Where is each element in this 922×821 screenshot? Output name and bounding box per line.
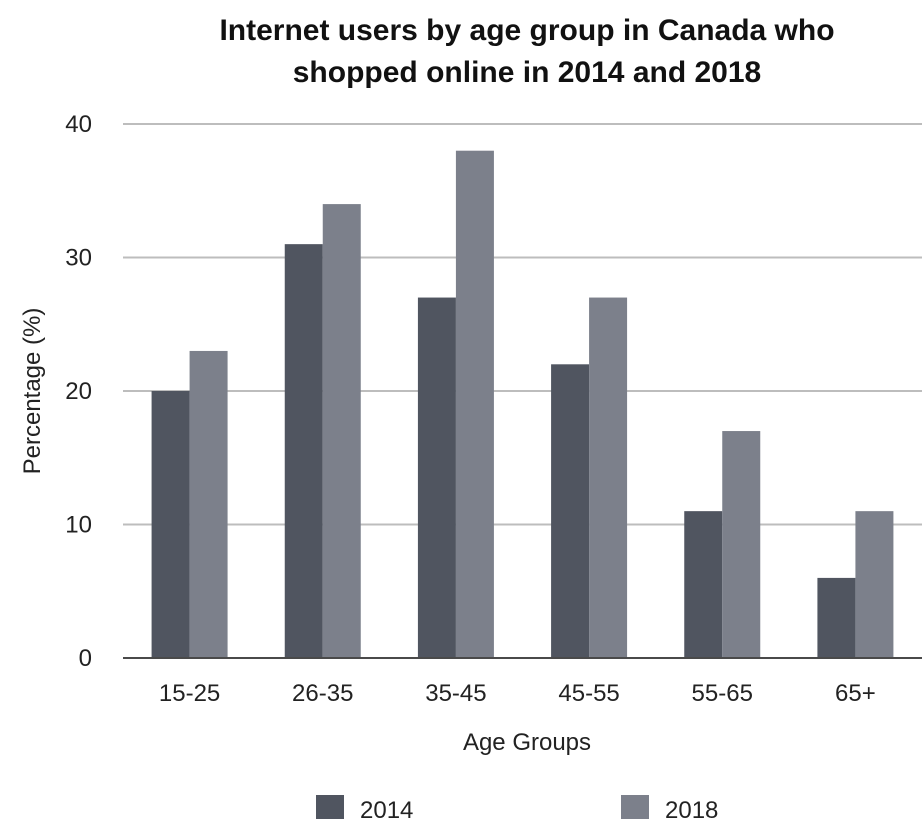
bars xyxy=(151,150,894,658)
y-tick-label: 10 xyxy=(65,512,92,539)
legend: 2014 2018 xyxy=(316,795,718,821)
bar-2014-15-25 xyxy=(151,391,190,658)
bar-2018-26-35 xyxy=(322,204,361,658)
x-tick-label: 55-65 xyxy=(692,680,753,707)
bar-2018-35-45 xyxy=(455,150,494,658)
legend-item-2014: 2014 xyxy=(316,795,413,821)
chart-title: Internet users by age group in Canada wh… xyxy=(219,14,834,89)
bar-2018-45-55 xyxy=(589,297,628,658)
legend-swatch xyxy=(621,795,649,819)
gridlines xyxy=(123,123,922,526)
bar-2018-65+ xyxy=(855,511,894,658)
legend-item-2018: 2018 xyxy=(621,795,718,821)
chart-title-line-2: shopped online in 2014 and 2018 xyxy=(293,56,761,89)
y-tick-label: 40 xyxy=(65,111,92,138)
y-tick-label: 20 xyxy=(65,378,92,405)
y-axis-title: Percentage (%) xyxy=(19,308,46,475)
legend-label: 2018 xyxy=(665,797,718,821)
x-tick-label: 65+ xyxy=(835,680,876,707)
x-tick-label: 35-45 xyxy=(425,680,486,707)
bar-2018-15-25 xyxy=(189,350,228,658)
chart-title-line-1: Internet users by age group in Canada wh… xyxy=(219,14,834,47)
legend-label: 2014 xyxy=(360,797,413,821)
bar-2014-26-35 xyxy=(284,244,323,658)
bar-2014-45-55 xyxy=(551,364,590,658)
x-axis-title: Age Groups xyxy=(463,729,591,756)
bar-2014-35-45 xyxy=(417,297,456,658)
y-tick-label: 0 xyxy=(79,645,92,672)
legend-swatch xyxy=(316,795,344,819)
x-tick-label: 15-25 xyxy=(159,680,220,707)
x-tick-label: 45-55 xyxy=(558,680,619,707)
bar-2014-65+ xyxy=(817,577,856,658)
y-axis-tick-labels: 0 10 20 30 40 xyxy=(65,111,92,672)
bar-2014-55-65 xyxy=(684,511,723,658)
y-tick-label: 30 xyxy=(65,245,92,272)
x-tick-label: 26-35 xyxy=(292,680,353,707)
bar-2018-55-65 xyxy=(722,431,761,658)
x-axis-tick-labels: 15-25 26-35 35-45 45-55 55-65 65+ xyxy=(159,680,876,707)
